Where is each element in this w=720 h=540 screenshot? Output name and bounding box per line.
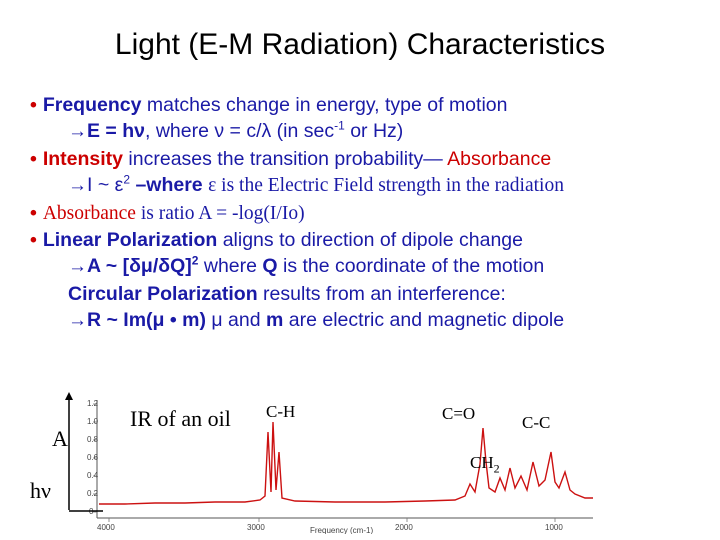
x-tick: 4000 (97, 523, 115, 532)
peak-label-cc: C-C (522, 413, 551, 432)
term-frequency: Frequency (42, 94, 142, 116)
energy-axis-label: hν (30, 478, 51, 503)
axis-arrow-horizontal (69, 510, 103, 512)
formula-energy: →E = hν, where ν = c/λ (in sec-1 or Hz) (30, 118, 710, 145)
formula-explanation: is the coordinate of the motion (277, 255, 545, 278)
bullet-dot: • (30, 147, 37, 170)
formula-explanation: is the Electric Field strength in the ra… (216, 175, 564, 197)
x-tick: 2000 (395, 523, 413, 532)
formula-detail: , where ν = c/λ (in sec (145, 120, 335, 143)
bullet-text: aligns to direction of dipole change (217, 229, 523, 252)
formula-text: A ~ [δμ/δQ] (87, 255, 192, 278)
peak-label-co: C=O (442, 404, 476, 423)
formula-detail: where (198, 255, 263, 278)
formula-explanation: are electric and magnetic dipole (283, 309, 565, 332)
bullet-text: matches change in energy, type of motion (141, 94, 508, 116)
y-tick: 0.8 (87, 435, 99, 444)
term-circular-polarization: Circular Polarization (68, 282, 258, 305)
bullet-intensity: • Intensity increases the transition prob… (30, 146, 710, 172)
x-tick: 3000 (247, 523, 265, 532)
formula-text: I ~ ε (87, 174, 124, 197)
bullet-dot: • (30, 201, 37, 224)
ir-spectrum-figure: 1.2 1.0 0.8 0.6 0.4 0.2 0 4000 3000 2000… (85, 392, 605, 534)
peak-label-ch2-text: CH (470, 453, 494, 472)
term-intensity: Intensity (42, 147, 124, 170)
bullet-absorbance: • Absorbance is ratio A = -log(I/Io) (30, 200, 710, 227)
arrow-icon: → (68, 256, 87, 278)
formula-linear: →A ~ [δμ/δQ]2 where Q is the coordinate … (30, 253, 710, 280)
x-tick: 1000 (545, 523, 563, 532)
arrow-icon: → (68, 121, 87, 143)
peak-label-ch2-sub: 2 (493, 461, 500, 476)
term-linear-polarization: Linear Polarization (42, 229, 218, 252)
dipole-m: m (266, 309, 284, 332)
bullet-dot: • (30, 94, 37, 116)
formula-text: R ~ Im(μ • m) (87, 309, 206, 332)
formula-circular: →R ~ Im(μ • m) μ and m are electric and … (30, 307, 710, 334)
x-axis-label: Frequency (cm-1) (310, 526, 373, 534)
bullet-text: increases the transition probability— (123, 147, 448, 170)
bullet-text: is ratio A = -log(I/Io) (135, 202, 305, 224)
formula-units: or Hz) (344, 120, 404, 143)
bullet-frequency: • Frequency matches change in energy, typ… (30, 92, 710, 118)
formula-text: E = hν (87, 120, 145, 143)
superscript: 2 (191, 253, 199, 268)
spectrum-trace (99, 421, 593, 505)
y-tick: 0.2 (87, 489, 99, 498)
spectrum-caption: IR of an oil (130, 406, 231, 431)
coordinate-q: Q (262, 255, 278, 278)
arrow-icon: → (68, 175, 87, 197)
term-absorbance: Absorbance (42, 202, 136, 224)
term-absorbance: Absorbance (447, 147, 552, 170)
arrow-icon: → (68, 310, 87, 332)
bullet-circular-polarization: Circular Polarization results from an in… (30, 281, 710, 307)
peak-label-ch2: CH2 (470, 453, 500, 476)
formula-detail: –where (130, 174, 209, 197)
superscript: -1 (334, 118, 345, 133)
formula-detail: μ and (205, 309, 267, 332)
formula-intensity: →I ~ ε2 –where ε is the Electric Field s… (30, 172, 710, 199)
y-tick: 1.2 (87, 399, 99, 408)
slide-title: Light (E-M Radiation) Characteristics (114, 28, 606, 61)
peak-label-ch: C-H (266, 402, 296, 421)
bullet-list: • Frequency matches change in energy, typ… (30, 92, 710, 335)
bullet-dot: • (30, 229, 37, 252)
bullet-linear-polarization: • Linear Polarization aligns to direction… (30, 227, 710, 253)
epsilon-symbol: ε (208, 175, 217, 197)
superscript: 2 (123, 172, 131, 187)
y-tick: 0.4 (87, 471, 99, 480)
y-tick: 1.0 (87, 417, 99, 426)
axis-arrow-vertical (65, 392, 73, 510)
bullet-text: results from an interference: (257, 282, 506, 305)
absorbance-axis-label: A (52, 426, 68, 451)
y-tick: 0.6 (87, 453, 99, 462)
